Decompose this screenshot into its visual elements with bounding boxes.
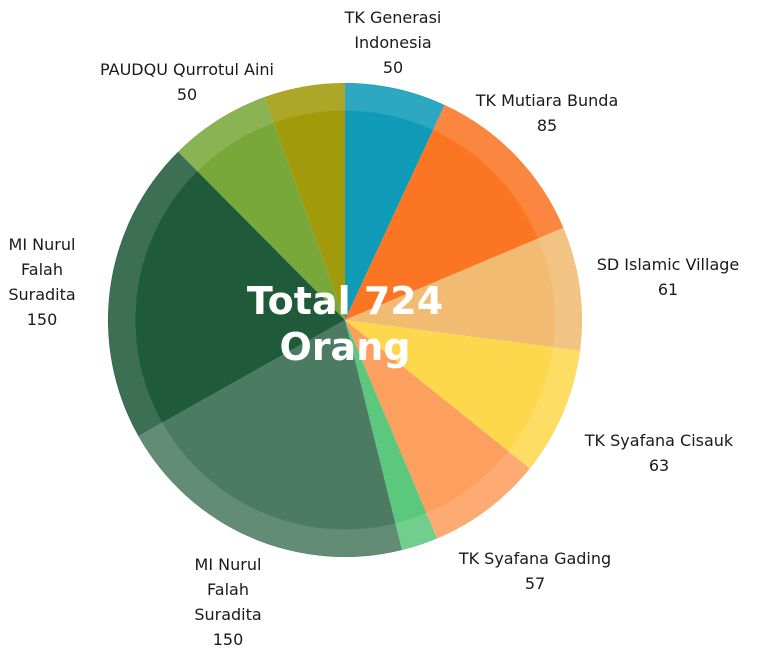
pie-slice (345, 320, 438, 551)
slice-label: MI Nurul Falah Suradita 150 (181, 552, 276, 652)
slice-label: MI Nurul Falah Suradita 150 (0, 232, 85, 332)
pie-slice (138, 320, 403, 557)
slice-value: 150 (26, 310, 58, 329)
slice-name: MI Nurul Falah Suradita (8, 235, 76, 304)
slice-label: PAUDQU Qurrotul Aini 50 (57, 57, 317, 107)
slice-value: 85 (536, 116, 558, 135)
slice-value: 150 (212, 630, 244, 649)
slice-label: TK Generasi Indonesia 50 (328, 5, 458, 80)
pie-slice (345, 104, 564, 320)
slice-name: SD Islamic Village (596, 255, 740, 274)
pie-slice (345, 227, 582, 351)
pie-slice (345, 320, 530, 539)
center-label: Total 724 Orang (246, 279, 444, 369)
pie-slice (345, 320, 580, 469)
pie-slice (264, 83, 345, 320)
outer-ring (108, 83, 582, 557)
slice-name: PAUDQU Qurrotul Aini (100, 60, 274, 79)
slice-label: TK Mutiara Bunda 85 (447, 88, 647, 138)
slice-value: 63 (648, 456, 670, 475)
slice-label: TK Syafana Gading 57 (425, 546, 645, 596)
slice-label: TK Syafana Cisauk 63 (559, 428, 759, 478)
slice-name: MI Nurul Falah Suradita (194, 555, 262, 624)
slice-name: TK Syafana Gading (458, 549, 612, 568)
slice-label: SD Islamic Village 61 (568, 252, 768, 302)
slice-value: 50 (176, 85, 198, 104)
slice-name: TK Generasi Indonesia (344, 8, 442, 52)
slice-value: 57 (524, 574, 546, 593)
pie-slice (108, 151, 345, 437)
slice-value: 61 (657, 280, 679, 299)
slice-name: TK Syafana Cisauk (584, 431, 734, 450)
pie-slice (178, 97, 345, 321)
slice-value: 50 (382, 58, 404, 77)
slice-name: TK Mutiara Bunda (475, 91, 619, 110)
pie-slice (345, 83, 445, 320)
